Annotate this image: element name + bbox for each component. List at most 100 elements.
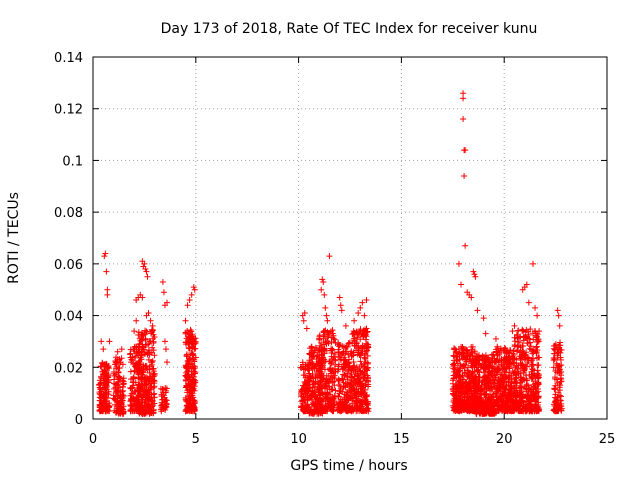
data-point [497,347,504,354]
data-point [461,172,468,179]
data-point [316,342,323,349]
data-point [300,382,307,389]
data-point [103,389,110,396]
data-point [127,346,134,353]
data-point [359,299,366,306]
data-point [532,390,539,397]
data-point [530,349,537,356]
data-point [552,375,559,382]
data-point [535,336,542,343]
data-point [490,379,497,386]
data-point [472,393,479,400]
data-point [451,360,458,367]
data-point [481,380,488,387]
data-point [162,346,169,353]
data-point [106,338,113,345]
y-tick-labels: 0 0.02 0.04 0.06 0.08 0.1 0.12 0.14 [54,51,83,428]
data-point [353,404,360,411]
data-point [318,385,325,392]
data-point [144,390,151,397]
data-point [357,397,364,404]
data-point [150,338,157,345]
data-point [129,384,136,391]
data-point [493,400,500,407]
data-point [143,362,150,369]
data-point [120,378,127,385]
data-point [190,373,197,380]
data-point [316,332,323,339]
data-point [321,345,328,352]
data-point [343,380,350,387]
data-point [464,391,471,398]
data-point [100,371,107,378]
data-point [485,370,492,377]
data-point [182,372,189,379]
data-point [336,354,343,361]
data-point [111,372,118,379]
data-point [145,356,152,363]
data-point [190,335,197,342]
data-point [111,380,118,387]
data-point [356,378,363,385]
data-point [325,372,332,379]
data-point [531,383,538,390]
y-tick-label: 0 [75,413,83,428]
data-point [189,351,196,358]
data-point [352,394,359,401]
data-point [506,363,513,370]
data-point [555,389,562,396]
data-point [519,384,526,391]
data-point [114,387,121,394]
data-point [524,340,531,347]
y-tick-label: 0.14 [54,51,83,66]
data-point [351,342,358,349]
data-point [497,371,504,378]
data-point [524,335,531,342]
data-point [161,338,168,345]
data-point [363,393,370,400]
data-point [525,355,532,362]
data-point [514,366,521,373]
data-point [319,372,326,379]
data-point [318,340,325,347]
data-point [453,406,460,413]
data-point [131,343,138,350]
data-point [533,350,540,357]
data-point [451,345,458,352]
data-point [148,361,155,368]
data-point [136,335,143,342]
data-point [110,368,117,375]
data-point [470,268,477,275]
data-point [455,346,462,353]
data-point [139,396,146,403]
data-point [456,373,463,380]
data-point [463,379,470,386]
data-point [358,350,365,357]
data-point [458,383,465,390]
data-point [362,329,369,336]
data-point [329,401,336,408]
data-point [364,352,371,359]
plot-frame [92,56,608,420]
data-point [557,339,564,346]
data-point [326,386,333,393]
data-point [142,335,149,342]
x-tick-labels: 0 5 10 15 20 25 [89,432,615,447]
data-point [320,328,327,335]
data-point [184,405,191,412]
data-point [477,364,484,371]
data-point [524,393,531,400]
data-point [141,387,148,394]
data-point [336,401,343,408]
data-point [500,397,507,404]
data-point [359,388,366,395]
data-point [468,343,475,350]
data-point [468,349,475,356]
data-point [516,390,523,397]
data-point [524,398,531,405]
data-point [453,367,460,374]
data-point [113,354,120,361]
data-point [529,260,536,267]
data-point [105,364,112,371]
data-point [354,389,361,396]
